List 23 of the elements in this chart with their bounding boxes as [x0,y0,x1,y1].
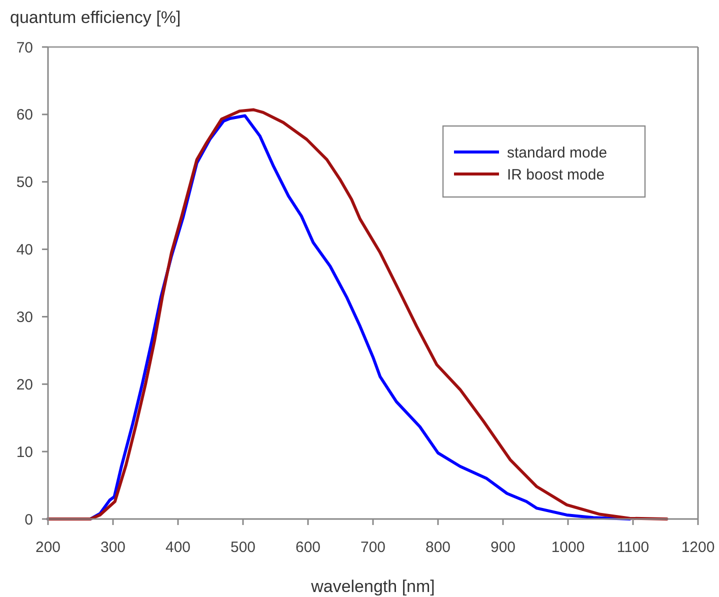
x-tick-label: 1000 [551,539,585,556]
legend-label: standard mode [507,144,608,162]
y-tick-label: 50 [16,174,33,192]
x-tick-label: 300 [100,539,126,556]
y-tick-label: 40 [16,242,33,259]
y-tick-label: 70 [16,39,33,56]
y-tick-label: 0 [24,511,33,528]
x-tick-label: 800 [425,539,451,556]
y-tick-label: 30 [16,308,33,326]
x-tick-label: 400 [165,539,191,556]
y-tick-label: 60 [16,106,33,124]
y-tick-label: 10 [16,444,33,461]
x-tick-label: 200 [35,539,61,556]
x-axis-title: wavelength [nm] [310,577,435,596]
y-tick-label: 20 [16,376,33,394]
x-tick-label: 900 [490,539,516,556]
x-tick-label: 1200 [681,539,715,556]
x-tick-label: 600 [295,539,321,556]
x-tick-label: 1100 [616,539,650,556]
legend-label: IR boost mode [507,166,605,184]
y-axis-title: quantum efficiency [%] [10,8,181,27]
x-tick-label: 700 [360,539,386,556]
x-tick-label: 500 [230,539,256,556]
